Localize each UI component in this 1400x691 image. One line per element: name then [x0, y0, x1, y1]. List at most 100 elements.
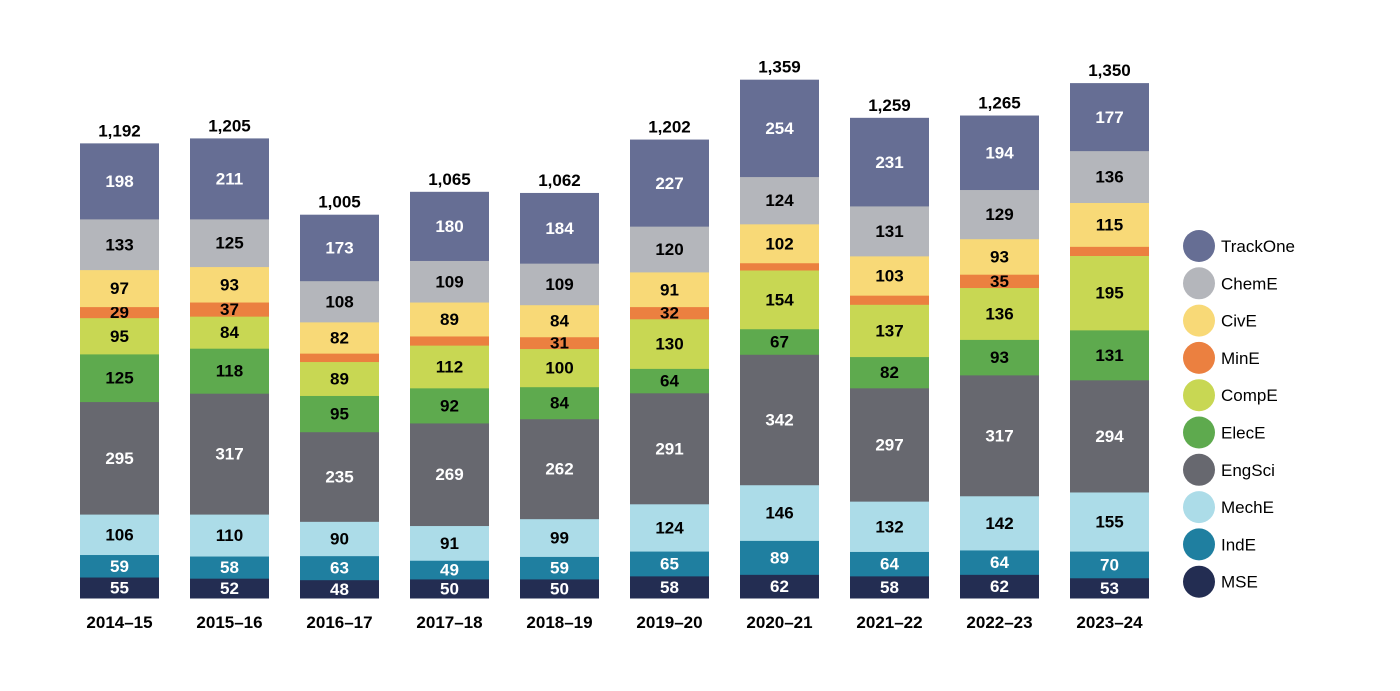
bar-segment-meche-5 [630, 503, 709, 552]
data-label-meche-3: 91 [440, 534, 459, 553]
bar-segment-trackone-4 [520, 192, 599, 264]
data-label-compe-2: 89 [330, 370, 349, 389]
bar-segment-mse-4 [520, 578, 599, 599]
legend-swatch-cheme [1183, 267, 1215, 300]
bar-segment-engsci-7 [850, 387, 929, 502]
bar-segment-mse-2 [300, 579, 379, 599]
data-label-cive-9: 115 [1096, 215, 1123, 234]
legend-label-elece: ElecE [1221, 424, 1265, 443]
data-label-compe-4: 100 [545, 359, 573, 378]
bar-segment-cheme-3 [410, 260, 489, 303]
x-tick-label-2: 2016–17 [306, 613, 372, 632]
bar-segment-trackone-3 [410, 191, 489, 261]
data-label-cheme-5: 120 [655, 240, 683, 259]
data-label-trackone-3: 180 [435, 217, 463, 236]
bar-segment-mse-0 [80, 577, 159, 599]
data-label-compe-9: 195 [1095, 284, 1123, 303]
bar-segment-compe-6 [740, 270, 819, 330]
data-label-mse-0: 55 [110, 579, 129, 598]
bar-segment-inde-2 [300, 555, 379, 581]
bar-segment-elece-3 [410, 387, 489, 424]
bar-segment-trackone-9 [1070, 83, 1149, 152]
bar-segment-cheme-4 [520, 263, 599, 306]
bar-segment-elece-1 [190, 348, 269, 394]
legend-swatch-trackone [1183, 230, 1215, 262]
bar-segment-engsci-0 [80, 401, 159, 515]
bar-segment-trackone-2 [300, 214, 379, 282]
bar-segment-compe-3 [410, 345, 489, 389]
legend-swatch-cive [1183, 304, 1215, 337]
data-label-mse-5: 58 [660, 578, 679, 597]
bar-segment-inde-5 [630, 551, 709, 577]
legend-label-mse: MSE [1221, 573, 1258, 592]
bar-segment-meche-1 [190, 514, 269, 557]
total-label-1: 1,205 [208, 116, 251, 135]
bar-segment-engsci-1 [190, 393, 269, 515]
bar-segment-compe-2 [300, 361, 379, 396]
bar-segment-elece-9 [1070, 329, 1149, 381]
data-label-compe-6: 154 [765, 290, 794, 309]
total-label-2: 1,005 [318, 193, 361, 212]
data-label-inde-2: 63 [330, 559, 349, 578]
bar-segment-elece-4 [520, 386, 599, 420]
data-label-elece-4: 84 [550, 394, 569, 413]
data-label-engsci-7: 297 [875, 435, 903, 454]
bar-segment-cive-8 [960, 238, 1039, 275]
x-tick-label-5: 2019–20 [636, 613, 702, 632]
bar-segment-cive-3 [410, 302, 489, 337]
bar-segment-compe-4 [520, 348, 599, 388]
bar-segment-meche-7 [850, 501, 929, 552]
data-label-cive-2: 82 [330, 329, 349, 348]
legend-swatch-elece [1183, 416, 1215, 449]
legend-swatch-mse [1183, 565, 1215, 598]
data-label-mse-4: 50 [550, 579, 569, 598]
data-label-inde-4: 59 [550, 559, 569, 578]
data-label-mine-5: 32 [660, 304, 679, 323]
bar-segment-engsci-5 [630, 392, 709, 505]
data-label-trackone-9: 177 [1095, 108, 1123, 127]
data-label-mse-9: 53 [1100, 579, 1119, 598]
data-label-cive-5: 91 [660, 280, 679, 299]
bar-segment-cive-0 [80, 269, 159, 308]
bar-segment-elece-8 [960, 339, 1039, 376]
data-label-engsci-2: 235 [325, 468, 353, 487]
data-label-meche-4: 99 [550, 529, 569, 548]
bar-segment-cive-7 [850, 255, 929, 296]
bar-segment-mse-7 [850, 575, 929, 599]
data-label-mine-1: 37 [220, 300, 239, 319]
x-tick-label-4: 2018–19 [526, 613, 592, 632]
data-label-meche-6: 146 [765, 504, 793, 523]
bar-segment-elece-5 [630, 368, 709, 394]
data-label-mine-8: 35 [990, 272, 1009, 291]
bar-segment-mine-0 [80, 306, 159, 319]
data-label-engsci-8: 317 [985, 426, 1013, 445]
bar-segment-inde-7 [850, 551, 929, 577]
data-label-inde-5: 65 [660, 554, 679, 573]
data-label-cheme-9: 136 [1095, 168, 1123, 187]
bar-segment-cheme-8 [960, 189, 1039, 240]
bar-segment-cheme-9 [1070, 150, 1149, 203]
data-label-meche-9: 155 [1095, 513, 1123, 532]
bar-segment-mse-9 [1070, 577, 1149, 599]
legend-swatch-mine [1183, 341, 1215, 374]
bar-segment-cive-1 [190, 266, 269, 303]
bar-segment-mse-6 [740, 574, 819, 599]
data-label-cheme-7: 131 [875, 222, 903, 241]
data-label-elece-7: 82 [880, 363, 899, 382]
bar-segment-trackone-6 [740, 79, 819, 178]
data-label-meche-1: 110 [216, 526, 243, 545]
bar-segment-cheme-6 [740, 176, 819, 225]
bar-segment-inde-0 [80, 554, 159, 578]
bar-segment-elece-6 [740, 328, 819, 355]
legend-swatch-engsci [1183, 453, 1215, 486]
bar-segment-engsci-4 [520, 418, 599, 520]
total-label-4: 1,062 [538, 171, 581, 190]
data-label-mine-4: 31 [550, 334, 569, 353]
bar-segment-mine-3 [410, 335, 489, 346]
bar-segment-meche-0 [80, 514, 159, 556]
bar-segment-cheme-5 [630, 226, 709, 273]
data-label-elece-0: 125 [105, 369, 133, 388]
legend-label-cheme: ChemE [1221, 274, 1278, 293]
bar-segment-meche-9 [1070, 491, 1149, 552]
bar-segment-cheme-7 [850, 205, 929, 257]
